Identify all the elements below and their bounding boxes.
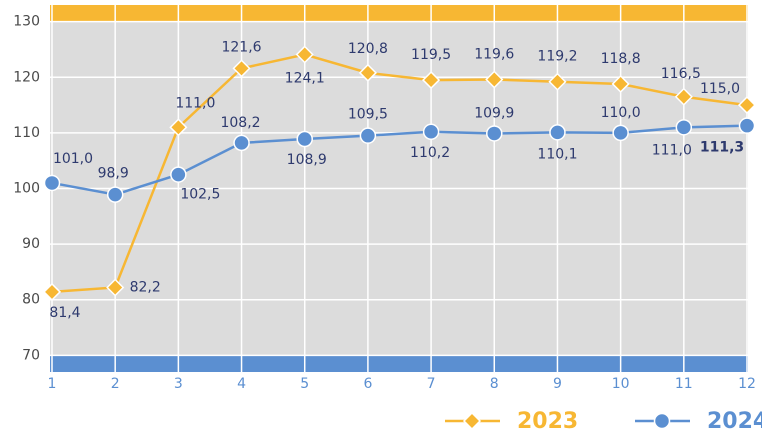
x-tick-label: 11 — [675, 376, 693, 392]
x-tick-label: 9 — [553, 376, 562, 392]
value-label: 102,5 — [180, 187, 220, 203]
bottom-band — [50, 356, 748, 372]
series-line — [51, 53, 748, 294]
point — [295, 45, 314, 64]
value-label: 82,2 — [130, 279, 161, 295]
x-tick-label: 1 — [48, 376, 57, 392]
value-label: 98,9 — [98, 166, 129, 182]
value-label: 110,0 — [601, 105, 641, 121]
x-tick-label: 2 — [111, 376, 120, 392]
top-band — [50, 5, 748, 21]
point — [611, 74, 630, 94]
x-tick-label: 10 — [612, 376, 630, 392]
point — [106, 278, 125, 297]
point — [43, 174, 61, 192]
y-tick-label: 80 — [22, 292, 40, 308]
y-tick-label: 90 — [22, 236, 40, 252]
value-label: 119,2 — [537, 49, 577, 65]
value-label: 81,4 — [49, 305, 80, 321]
legend-marker — [653, 412, 671, 430]
x-tick-label: 6 — [363, 376, 372, 392]
x-tick-label: 7 — [427, 376, 436, 392]
value-label: 120,8 — [348, 41, 388, 57]
point — [42, 282, 62, 301]
point — [674, 87, 693, 106]
x-tick-label: 12 — [738, 376, 756, 392]
legend-label: 2023 — [517, 409, 578, 434]
point — [422, 71, 441, 90]
value-label: 119,6 — [474, 47, 514, 63]
value-label: 111,3 — [700, 140, 744, 156]
point — [359, 127, 377, 144]
x-tick-label: 5 — [300, 376, 309, 392]
point — [675, 119, 693, 136]
value-label: 108,9 — [287, 152, 327, 168]
value-label: 111,0 — [175, 95, 215, 111]
y-tick-label: 130 — [13, 14, 40, 30]
value-label: 116,5 — [661, 66, 701, 82]
value-label: 115,0 — [700, 81, 740, 97]
value-label: 124,1 — [285, 70, 325, 86]
point — [737, 96, 757, 115]
value-label: 110,1 — [537, 146, 577, 162]
point — [422, 123, 440, 141]
x-tick-label: 3 — [174, 376, 183, 392]
legend-label: 2024 — [707, 409, 762, 434]
point — [485, 70, 504, 89]
value-label: 101,0 — [53, 151, 93, 167]
value-label: 109,5 — [348, 107, 388, 123]
point — [296, 130, 313, 148]
point — [170, 166, 187, 183]
y-tick-label: 100 — [13, 181, 40, 197]
x-tick-label: 4 — [237, 376, 246, 392]
value-label: 118,8 — [601, 51, 641, 67]
value-label: 110,2 — [410, 145, 450, 161]
point — [612, 124, 629, 142]
series-line — [51, 124, 748, 196]
x-tick-label: 8 — [490, 376, 499, 392]
point — [358, 63, 377, 82]
point — [486, 125, 503, 142]
y-tick-label: 120 — [13, 69, 40, 85]
value-label: 121,6 — [221, 39, 261, 55]
value-label: 111,0 — [652, 142, 692, 158]
y-tick-label: 110 — [13, 125, 40, 141]
value-label: 108,2 — [220, 115, 260, 131]
y-tick-label: 70 — [22, 347, 40, 363]
point — [233, 134, 250, 152]
legend-marker — [462, 411, 482, 431]
point — [106, 186, 124, 203]
point — [738, 117, 756, 134]
value-label: 119,5 — [411, 47, 451, 63]
point — [169, 118, 188, 137]
value-label: 109,9 — [474, 105, 514, 121]
point — [232, 59, 251, 78]
point — [549, 124, 566, 141]
point — [548, 72, 567, 91]
